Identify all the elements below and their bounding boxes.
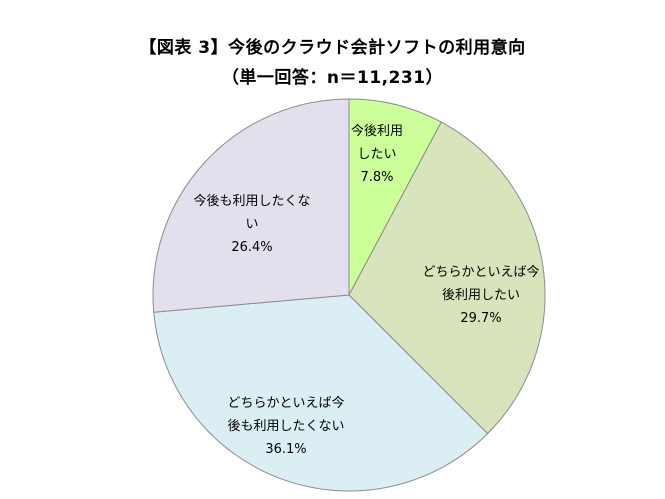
slice-category-label: どちらかといえば今: [422, 264, 539, 280]
slice-category-label: い: [245, 217, 258, 232]
slice-value-label: 29.7%: [460, 311, 501, 326]
chart-subtitle: （単一回答：n＝11,231）: [221, 68, 444, 88]
pie-slice-1: [348, 98, 442, 296]
slice-category-label: 今後も利用したくな: [193, 193, 310, 209]
pie-slice-3: [153, 294, 489, 492]
slice-category-label: 後も利用したくない: [227, 419, 344, 434]
slice-category-label: したい: [357, 147, 396, 162]
pie-slice-2: [348, 121, 546, 435]
slice-value-label: 7.8%: [360, 170, 393, 185]
slice-category-label: 後利用したい: [442, 288, 520, 303]
pie-slice-4: [152, 98, 350, 313]
slice-value-label: 36.1%: [265, 442, 306, 457]
slice-category-label: 今後利用: [351, 123, 403, 139]
slice-value-label: 26.4%: [231, 240, 272, 255]
chart-title: 【図表 3】今後のクラウド会計ソフトの利用意向: [139, 38, 526, 58]
slice-category-label: どちらかといえば今: [227, 395, 344, 411]
